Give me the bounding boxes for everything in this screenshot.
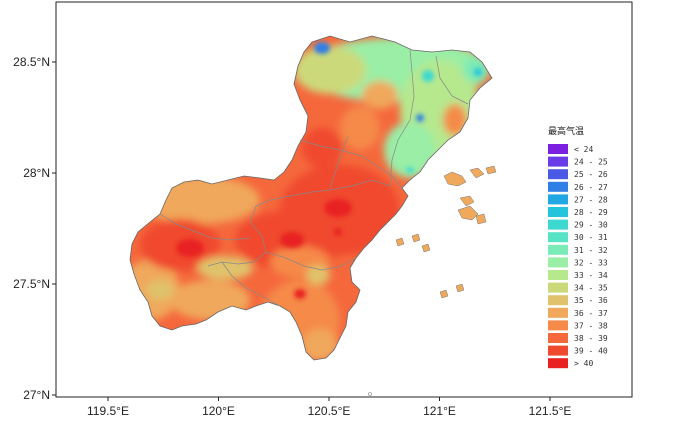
y-tick-label: 27.5°N (13, 277, 50, 291)
legend-swatch (548, 257, 568, 268)
legend-label: < 24 (574, 145, 593, 154)
legend-label: 35 - 36 (574, 296, 608, 305)
legend-swatch (548, 169, 568, 180)
legend-swatch (548, 282, 568, 293)
island-dot (368, 392, 372, 396)
legend-swatch (548, 270, 568, 280)
legend-swatch (548, 320, 568, 331)
legend-label: 26 - 27 (574, 183, 608, 192)
legend-label: 33 - 34 (574, 271, 608, 280)
legend-swatch (548, 156, 568, 167)
legend-label: 25 - 26 (574, 170, 608, 179)
legend-label: 30 - 31 (574, 233, 608, 242)
legend-swatch (548, 244, 568, 255)
legend-swatch (548, 232, 568, 243)
legend-swatch (548, 207, 568, 217)
legend-label: 37 - 38 (574, 321, 608, 330)
legend-label: 28 - 29 (574, 208, 608, 217)
legend-swatch (548, 194, 568, 205)
legend-label: 32 - 33 (574, 258, 608, 267)
legend-label: 36 - 37 (574, 309, 608, 318)
legend-label: 39 - 40 (574, 347, 608, 356)
legend-label: 27 - 28 (574, 195, 608, 204)
x-tick-label: 119.5°E (87, 404, 129, 418)
coastline (129, 35, 493, 361)
legend-label: 38 - 39 (574, 334, 608, 343)
legend-label: 31 - 32 (574, 246, 608, 255)
x-axis: 119.5°E 120°E 120.5°E 121°E 121.5°E (87, 397, 571, 418)
legend-label: 29 - 30 (574, 221, 608, 230)
x-tick-label: 121.5°E (529, 404, 572, 418)
y-tick-label: 28.5°N (13, 55, 50, 69)
offshore-islands (395, 165, 497, 299)
legend-label: > 40 (574, 359, 593, 368)
legend-swatch (548, 358, 568, 369)
legend-label: 34 - 35 (574, 284, 608, 293)
county-boundaries (159, 49, 469, 307)
legend-swatch (548, 219, 568, 230)
legend-swatch (548, 295, 568, 306)
legend-swatch (548, 333, 568, 343)
legend-swatch (548, 144, 568, 154)
y-axis: 28.5°N 28°N 27.5°N 27°N (13, 55, 56, 402)
legend-label: 24 - 25 (574, 158, 608, 167)
y-tick-label: 28°N (23, 166, 50, 180)
x-tick-label: 120.5°E (308, 404, 351, 418)
legend-swatch (548, 345, 568, 356)
y-tick-label: 27°N (23, 388, 50, 402)
legend-swatch (548, 181, 568, 192)
x-tick-label: 120°E (202, 404, 235, 418)
legend-swatch (548, 307, 568, 318)
legend-title: 最高气温 (548, 125, 584, 137)
legend: 最高气温 < 24 24 - 25 25 - 26 26 - 27 27 - 28 28 … (548, 125, 608, 369)
x-tick-label: 121°E (423, 404, 456, 418)
